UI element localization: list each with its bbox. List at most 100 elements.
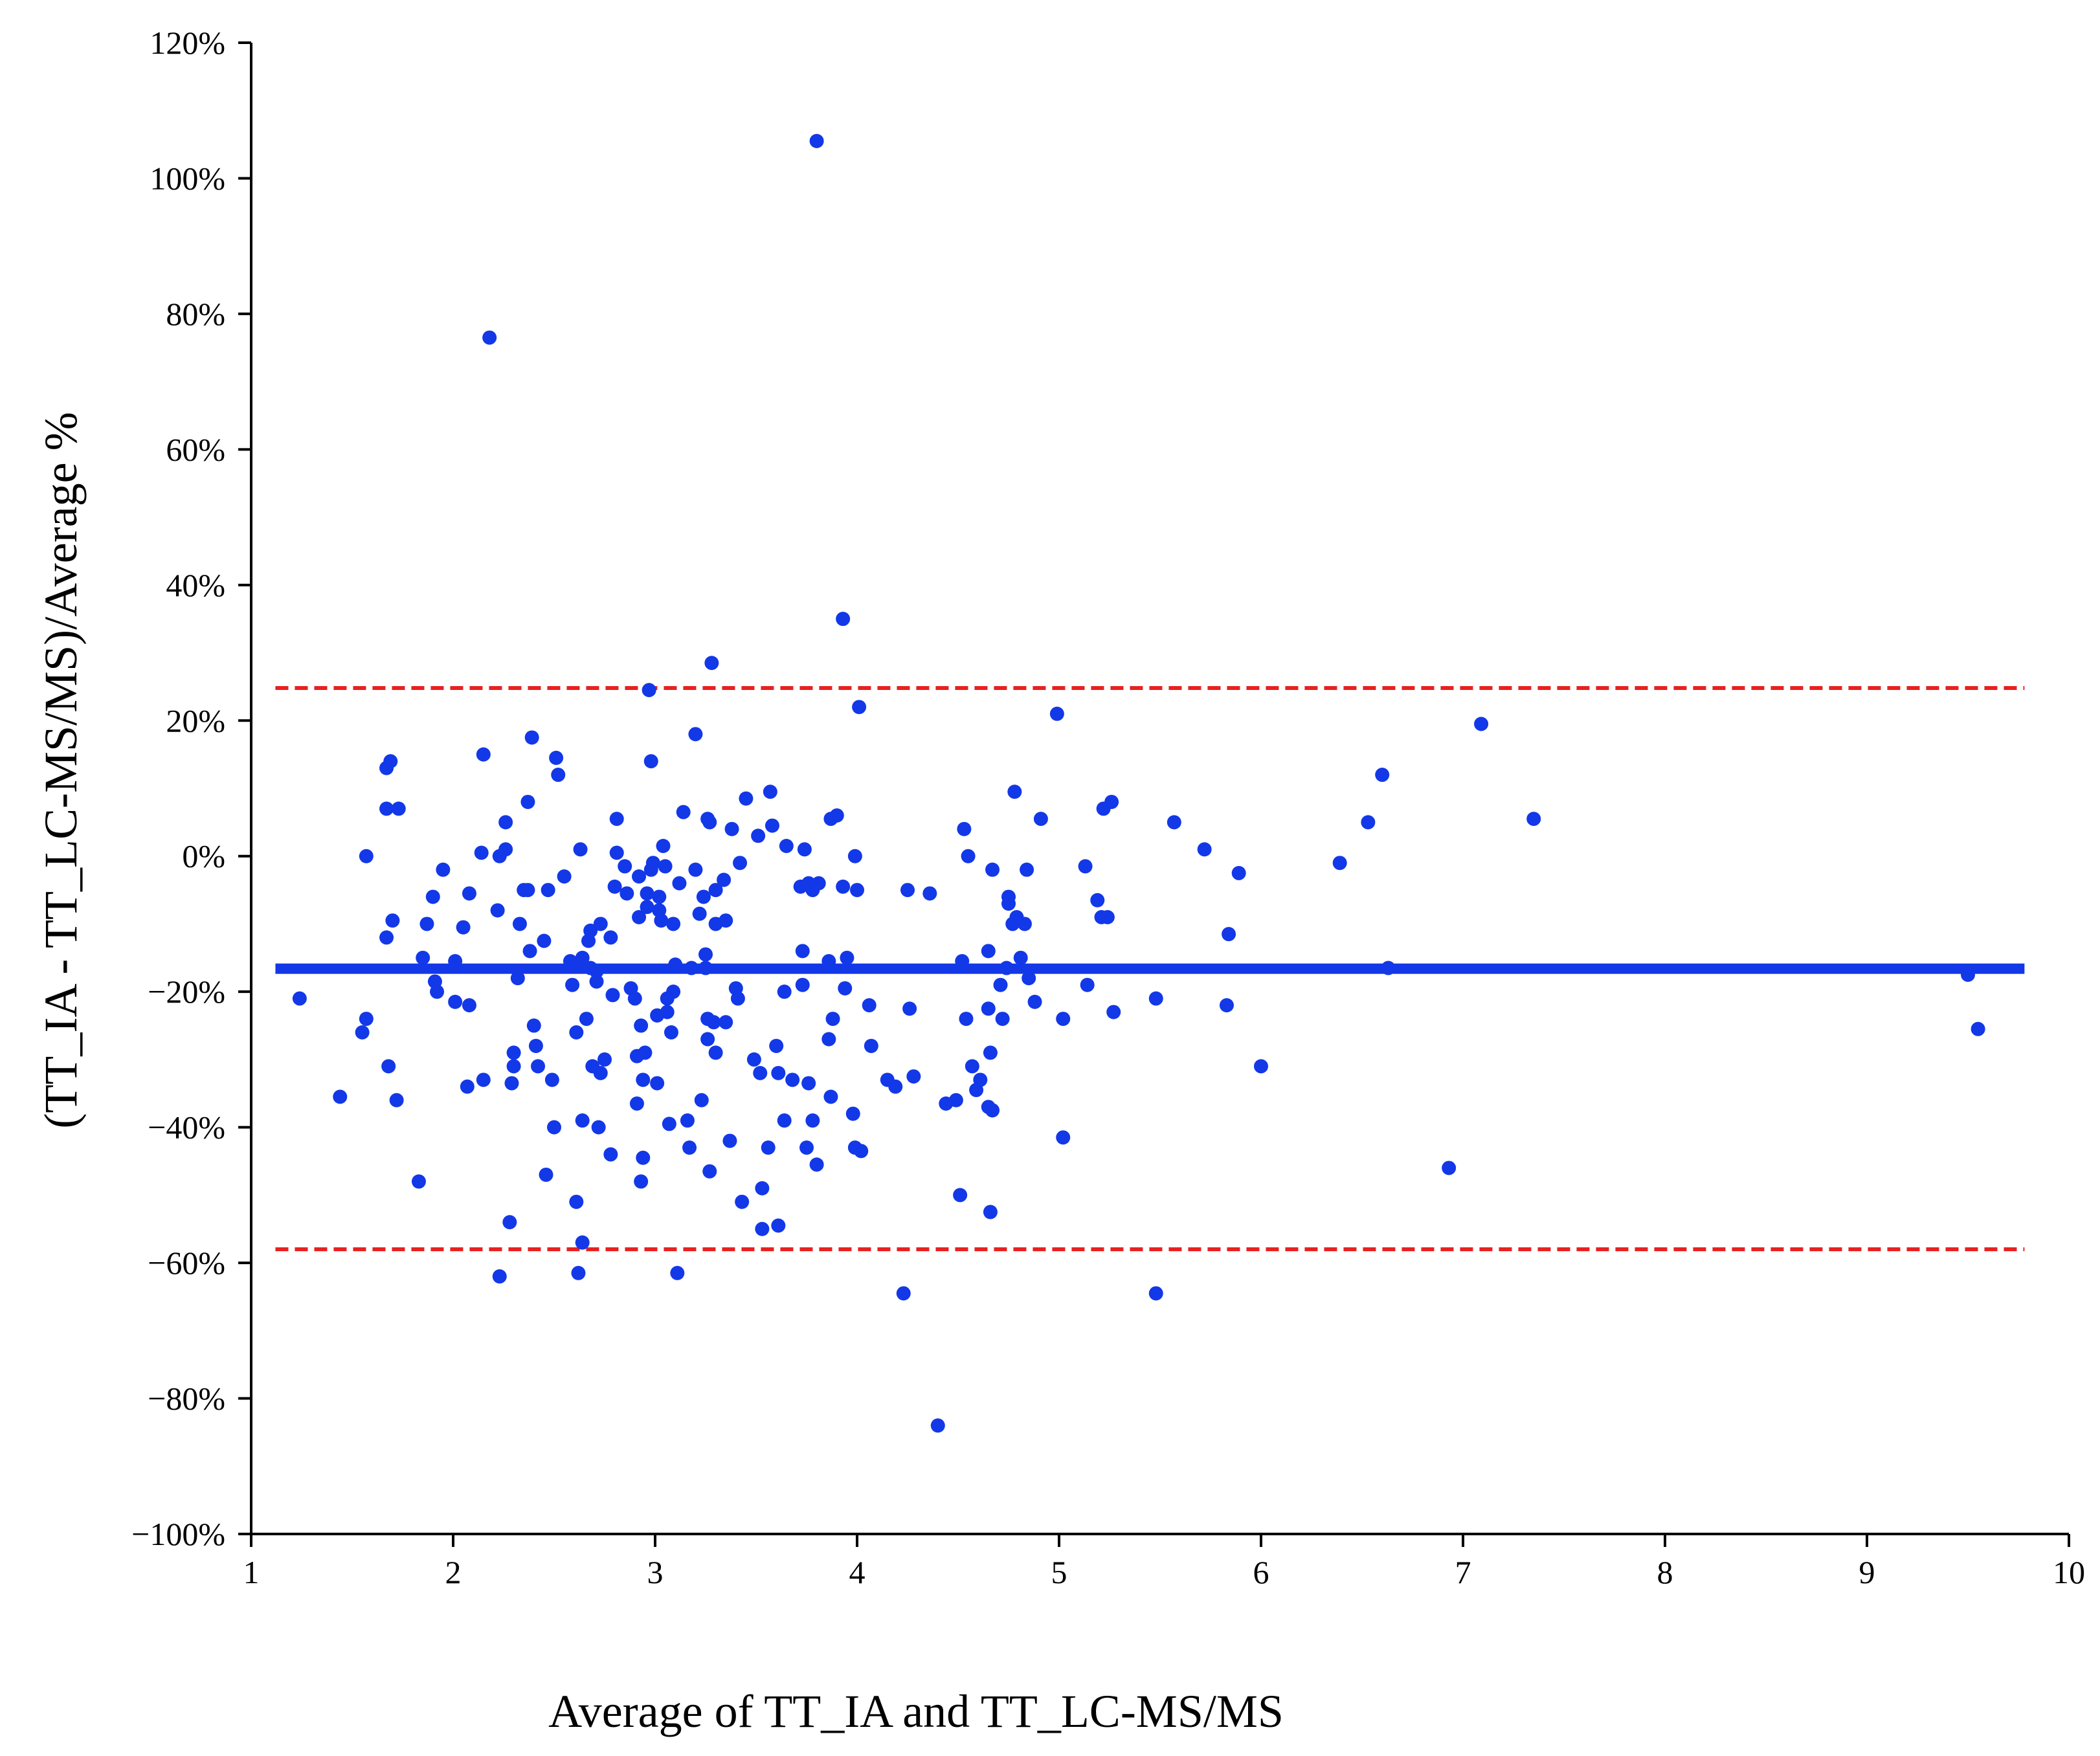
data-point bbox=[779, 839, 794, 854]
data-point bbox=[1100, 909, 1115, 924]
data-point bbox=[993, 977, 1008, 992]
data-point bbox=[777, 1113, 792, 1128]
data-point bbox=[460, 1079, 475, 1094]
data-point bbox=[755, 1221, 770, 1236]
data-point bbox=[634, 1174, 649, 1189]
data-point bbox=[771, 1065, 786, 1080]
x-axis-ticks: 1 2 3 4 5 6 7 8 9 10 bbox=[243, 1534, 2085, 1590]
data-point bbox=[959, 1012, 974, 1027]
data-point bbox=[652, 889, 667, 904]
data-point bbox=[724, 821, 739, 836]
y-tick-label: 80% bbox=[166, 296, 225, 332]
data-point bbox=[708, 883, 723, 898]
data-point bbox=[825, 1012, 840, 1027]
data-point bbox=[605, 988, 620, 1003]
data-point bbox=[292, 991, 307, 1006]
data-point bbox=[609, 812, 624, 827]
data-point bbox=[589, 974, 604, 989]
data-point bbox=[448, 954, 463, 969]
data-point bbox=[531, 1059, 546, 1074]
data-point bbox=[569, 1194, 584, 1209]
data-point bbox=[694, 1093, 709, 1107]
data-point bbox=[636, 1150, 651, 1165]
data-point bbox=[544, 1072, 559, 1087]
data-point bbox=[333, 1089, 348, 1104]
data-point bbox=[1106, 1005, 1121, 1019]
data-point bbox=[797, 842, 812, 857]
data-point bbox=[821, 1032, 836, 1047]
data-point bbox=[666, 984, 681, 999]
data-point bbox=[698, 947, 713, 962]
data-point bbox=[385, 913, 400, 928]
data-point bbox=[419, 917, 434, 931]
data-point bbox=[383, 754, 398, 769]
y-tick-label: −40% bbox=[148, 1109, 225, 1146]
data-point bbox=[656, 839, 671, 854]
data-point bbox=[551, 768, 566, 783]
data-point bbox=[547, 1120, 561, 1135]
data-point bbox=[618, 859, 632, 874]
data-point bbox=[462, 998, 476, 1013]
y-tick-label: −100% bbox=[131, 1516, 225, 1552]
data-point bbox=[906, 1069, 921, 1084]
data-point bbox=[512, 917, 527, 931]
data-point bbox=[391, 801, 406, 816]
x-tick-label: 2 bbox=[445, 1554, 462, 1590]
data-point bbox=[862, 998, 877, 1013]
data-point bbox=[355, 1025, 370, 1040]
data-point bbox=[589, 964, 604, 979]
data-point bbox=[666, 917, 681, 931]
data-point bbox=[539, 1167, 553, 1182]
data-point bbox=[961, 849, 976, 863]
data-point bbox=[983, 1045, 998, 1060]
data-point bbox=[850, 883, 864, 898]
data-point bbox=[425, 889, 440, 904]
data-point bbox=[900, 883, 915, 898]
data-point bbox=[985, 1103, 1000, 1118]
data-point bbox=[765, 818, 779, 833]
data-point bbox=[777, 984, 792, 999]
data-point bbox=[632, 909, 647, 924]
data-point bbox=[1167, 815, 1181, 830]
data-point bbox=[973, 1072, 988, 1087]
data-point bbox=[528, 1038, 543, 1053]
data-point bbox=[504, 1076, 519, 1091]
data-point bbox=[664, 1025, 678, 1040]
data-point bbox=[565, 977, 580, 992]
x-tick-label: 8 bbox=[1657, 1554, 1673, 1590]
data-point bbox=[1090, 893, 1105, 907]
data-point bbox=[1049, 706, 1064, 721]
data-point bbox=[629, 1096, 644, 1111]
data-point bbox=[696, 889, 711, 904]
data-point bbox=[474, 845, 489, 860]
data-point bbox=[482, 330, 497, 345]
data-point bbox=[522, 944, 537, 959]
data-point bbox=[1526, 812, 1541, 827]
data-point bbox=[650, 1076, 665, 1091]
reference-lines bbox=[275, 686, 2025, 1252]
data-point bbox=[456, 920, 471, 935]
data-point bbox=[492, 1269, 507, 1284]
data-point bbox=[520, 883, 535, 898]
data-point bbox=[985, 862, 1000, 877]
data-point bbox=[620, 886, 634, 901]
data-point bbox=[983, 1205, 998, 1219]
data-point bbox=[902, 1001, 917, 1016]
data-point bbox=[381, 1059, 396, 1074]
data-point bbox=[795, 944, 810, 959]
data-point bbox=[704, 656, 719, 671]
data-point bbox=[1961, 968, 1975, 982]
x-tick-label: 9 bbox=[1859, 1554, 1875, 1590]
data-point bbox=[1080, 977, 1095, 992]
data-point bbox=[389, 1093, 404, 1107]
data-point bbox=[541, 883, 555, 898]
data-point bbox=[771, 1218, 786, 1233]
data-point bbox=[379, 801, 394, 816]
data-point bbox=[795, 977, 810, 992]
data-point bbox=[1017, 917, 1032, 931]
data-point bbox=[498, 842, 513, 857]
data-points bbox=[292, 133, 1985, 1433]
data-point bbox=[981, 944, 996, 959]
data-point bbox=[1231, 865, 1246, 880]
